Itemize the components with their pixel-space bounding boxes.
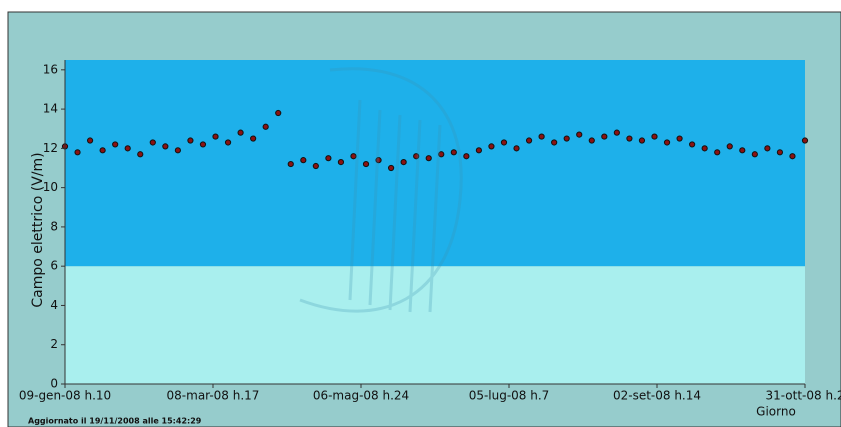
point	[500, 139, 508, 146]
point	[789, 153, 796, 160]
point	[726, 143, 733, 150]
point	[275, 109, 282, 117]
point	[626, 135, 633, 142]
point	[701, 145, 708, 152]
point	[488, 143, 495, 150]
y-tick-label: 0	[50, 377, 58, 391]
point	[751, 151, 758, 158]
point	[237, 129, 244, 136]
point	[250, 135, 257, 142]
point	[300, 157, 307, 164]
point	[663, 139, 671, 146]
point	[576, 131, 583, 138]
y-tick-label: 2	[50, 337, 58, 351]
point	[651, 133, 658, 140]
point	[425, 155, 432, 162]
point	[438, 151, 445, 158]
point	[450, 149, 457, 156]
point	[362, 160, 370, 168]
point	[525, 137, 533, 144]
plot-area	[61, 60, 809, 384]
point	[149, 139, 156, 146]
point	[124, 145, 131, 152]
point	[801, 137, 809, 144]
point	[776, 149, 784, 156]
point	[112, 141, 119, 148]
point	[174, 147, 181, 154]
point	[137, 151, 144, 158]
zone	[65, 60, 805, 267]
point	[212, 133, 219, 140]
footer: Aggiornato il 19/11/2008 alle 15:42:29	[28, 417, 202, 426]
point	[187, 137, 194, 144]
x-tick-label: 06-mag-08 h.24	[313, 389, 409, 403]
watermark	[299, 67, 463, 313]
point	[689, 141, 696, 148]
point	[388, 164, 395, 172]
point	[551, 139, 558, 146]
point	[99, 147, 106, 154]
point	[714, 149, 721, 156]
y-tick-label: 4	[50, 298, 58, 312]
point	[538, 133, 545, 140]
point	[199, 141, 207, 148]
point	[337, 159, 345, 166]
x-tick-label: 31-ott-08 h.2	[765, 389, 841, 403]
point	[262, 123, 269, 130]
point	[463, 153, 470, 160]
point	[638, 137, 646, 144]
y-tick-label: 10	[43, 180, 58, 194]
x-tick-label: 08-mar-08 h.17	[167, 389, 260, 403]
x-tick-label: 09-gen-08 h.10	[19, 389, 111, 403]
point	[86, 137, 94, 144]
y-tick-label: 12	[43, 141, 58, 155]
point	[224, 139, 232, 146]
point	[400, 159, 407, 166]
point	[325, 155, 332, 162]
point	[350, 153, 357, 160]
x-tick-label: 05-lug-08 h.7	[469, 389, 550, 403]
point	[764, 145, 771, 152]
y-axis-label: Campo elettrico (V/m)	[30, 152, 46, 307]
point	[312, 162, 319, 170]
x-axis-label: Giorno	[756, 405, 796, 419]
point	[739, 147, 746, 154]
y-tick-label: 6	[50, 259, 58, 273]
point	[375, 157, 382, 164]
x-tick-label: 02-set-08 h.14	[613, 389, 701, 403]
point	[162, 143, 169, 150]
zone	[65, 266, 805, 384]
y-tick-label: 16	[43, 62, 58, 76]
point	[563, 135, 570, 142]
point	[413, 153, 420, 160]
y-tick-label: 8	[50, 219, 58, 233]
point	[613, 129, 620, 136]
point	[475, 147, 482, 154]
point	[601, 133, 608, 140]
point	[287, 160, 294, 168]
y-tick-label: 14	[43, 102, 58, 116]
point	[513, 145, 520, 152]
point	[676, 135, 683, 142]
point	[588, 137, 595, 144]
point	[74, 149, 81, 156]
